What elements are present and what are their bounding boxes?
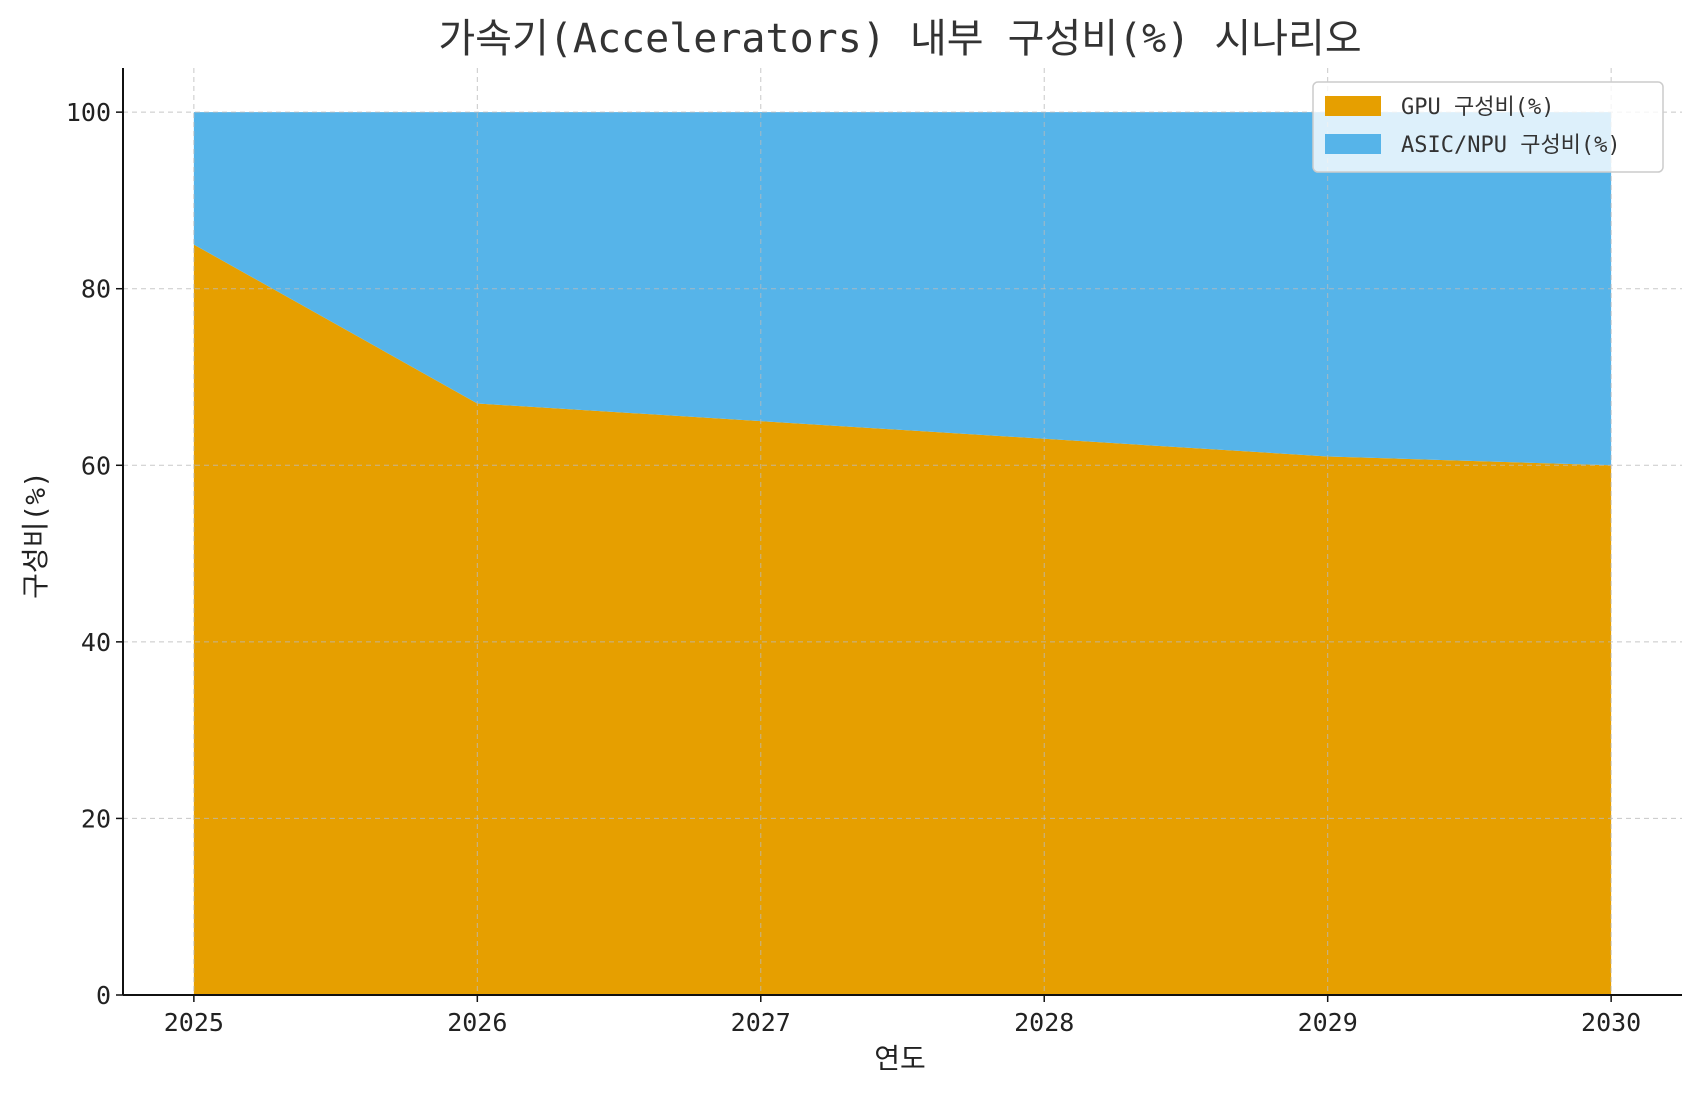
- y-axis-label: 구성비(%): [19, 471, 52, 599]
- y-tick-label: 20: [81, 804, 111, 833]
- legend-entry-0: GPU 구성비(%): [1401, 95, 1554, 120]
- y-tick-label: 100: [66, 98, 111, 127]
- y-tick-label: 80: [81, 275, 111, 304]
- legend-swatch-1: [1325, 134, 1381, 154]
- legend-swatch-0: [1325, 96, 1381, 116]
- tick-labels: 2025 2026 2027 2028 2029 2030 0 20 40 60 80 100: [66, 98, 1641, 1037]
- x-tick-label: 2026: [447, 1008, 507, 1037]
- area-series-1: [193, 112, 1612, 466]
- area-series-0: [193, 244, 1612, 995]
- x-tick-label: 2028: [1014, 1008, 1074, 1037]
- legend-box: [1312, 81, 1664, 173]
- x-tick-label: 2025: [164, 1008, 224, 1037]
- legend-entry-1: ASIC/NPU 구성비(%): [1401, 133, 1621, 158]
- legend: GPU 구성비(%) ASIC/NPU 구성비(%): [1312, 81, 1664, 173]
- axes: [122, 68, 1682, 996]
- x-tick-label: 2027: [731, 1008, 791, 1037]
- y-tick-label: 60: [81, 451, 111, 480]
- area-series-group: [193, 112, 1612, 995]
- y-tick-label: 40: [81, 628, 111, 657]
- x-tick-label: 2029: [1298, 1008, 1358, 1037]
- chart-title: 가속기(Accelerators) 내부 구성비(%) 시나리오: [438, 16, 1361, 62]
- x-tick-label: 2030: [1581, 1008, 1641, 1037]
- y-tick-label: 0: [96, 981, 111, 1010]
- x-axis-label: 연도: [874, 1042, 926, 1075]
